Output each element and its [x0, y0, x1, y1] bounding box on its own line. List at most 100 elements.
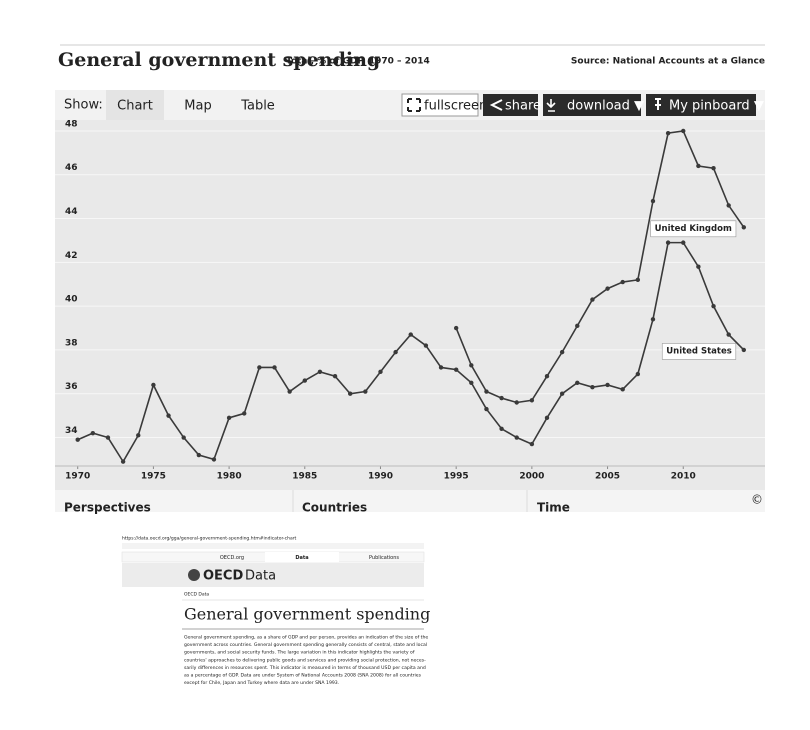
- data-point: [559, 391, 565, 396]
- data-point: [484, 406, 489, 412]
- data-point: [741, 347, 747, 353]
- button-label: share: [505, 99, 541, 114]
- series-label: United Kingdom: [655, 224, 732, 234]
- download-button[interactable]: [543, 94, 641, 116]
- logo-sub: Data: [245, 569, 276, 584]
- nav-link[interactable]: Data: [295, 555, 308, 561]
- data-point: [665, 130, 671, 136]
- data-point: [469, 380, 474, 385]
- inset-heading: General government spending: [184, 605, 430, 624]
- data-point: [696, 163, 701, 169]
- paragraph-line: as a percentage of GDP. Data are under S…: [184, 673, 422, 679]
- data-point: [469, 363, 474, 368]
- nav-link[interactable]: OECD.org: [220, 555, 244, 561]
- data-point: [650, 317, 656, 322]
- paragraph-line: countries' approaches to delivering publ…: [184, 657, 426, 663]
- data-point: [544, 415, 550, 421]
- data-point: [635, 371, 641, 377]
- share-button[interactable]: [483, 94, 538, 116]
- data-point: [105, 435, 111, 440]
- y-tick-label: 46: [65, 163, 78, 173]
- panel-bar: [55, 490, 765, 512]
- panel-title[interactable]: Countries: [302, 501, 367, 515]
- paragraph-line: sarily differences in resources spent. T…: [184, 665, 426, 671]
- logo-mark: [188, 569, 200, 581]
- nav-link[interactable]: Publications: [369, 555, 399, 561]
- data-point: [590, 384, 595, 390]
- panel-title[interactable]: Time: [537, 501, 570, 515]
- data-point: [620, 279, 625, 285]
- x-tick-label: 1985: [292, 472, 317, 482]
- data-point: [741, 225, 747, 230]
- data-point: [620, 387, 625, 392]
- data-point: [257, 365, 262, 370]
- data-point: [453, 367, 459, 372]
- data-point: [711, 303, 716, 309]
- data-point: [136, 433, 141, 438]
- panel-title[interactable]: Perspectives: [64, 501, 151, 515]
- button-label: My pinboard ▼: [669, 99, 764, 114]
- data-point: [711, 165, 716, 171]
- data-point: [726, 332, 731, 337]
- tab-active: [106, 90, 164, 120]
- data-point: [151, 382, 156, 388]
- pinboard-button[interactable]: [646, 94, 756, 116]
- data-point: [499, 426, 504, 431]
- paragraph-line: except for Chile, Japan and Turkey where…: [184, 680, 339, 686]
- data-point: [635, 277, 641, 283]
- data-point: [242, 411, 247, 416]
- x-tick-label: 1980: [217, 472, 242, 482]
- data-point: [393, 349, 398, 355]
- data-point: [696, 264, 701, 269]
- fullscreen-icon: [407, 98, 421, 112]
- series-label-box: [650, 220, 737, 238]
- y-tick-label: 38: [65, 338, 78, 348]
- tab[interactable]: Table: [240, 99, 275, 114]
- chart-background: [55, 120, 765, 490]
- share-icon: [489, 99, 503, 111]
- series-line: [455, 130, 745, 404]
- pin-icon: [655, 98, 661, 110]
- x-tick-label: 1990: [368, 472, 393, 482]
- url: https://data.oecd.org/gga/general-govern…: [122, 536, 297, 542]
- x-tick-label: 2010: [671, 472, 696, 482]
- logo: OECD: [203, 569, 243, 584]
- y-tick-label: 36: [65, 382, 78, 392]
- data-point: [453, 325, 459, 331]
- data-point: [559, 349, 565, 355]
- y-tick-label: 42: [65, 251, 78, 261]
- button-label: download ▼: [567, 99, 644, 114]
- data-point: [438, 365, 444, 370]
- data-point: [287, 389, 292, 394]
- browser-toolbar: [122, 543, 424, 549]
- data-point: [272, 365, 277, 370]
- data-point: [650, 198, 656, 204]
- data-point: [514, 435, 519, 440]
- breadcrumb: OECD Data: [184, 592, 209, 598]
- data-point: [529, 441, 535, 447]
- y-tick-label: 40: [65, 295, 78, 305]
- data-point: [514, 400, 519, 405]
- data-point: [681, 128, 686, 134]
- data-point: [378, 369, 383, 375]
- data-point: [363, 389, 368, 394]
- data-point: [196, 452, 202, 458]
- data-point: [75, 437, 80, 442]
- data-point: [423, 343, 429, 348]
- button-label: fullscreen: [424, 99, 487, 114]
- y-tick-label: 44: [65, 207, 78, 217]
- data-point: [726, 203, 731, 208]
- logo-bar: [122, 563, 424, 587]
- show-label: Show:: [64, 98, 103, 113]
- data-point: [166, 413, 171, 418]
- tab[interactable]: Map: [184, 99, 211, 114]
- x-tick-label: 1975: [141, 472, 166, 482]
- data-point: [302, 378, 307, 383]
- data-point: [484, 389, 489, 394]
- data-point: [544, 374, 550, 379]
- page-title: General government spending: [58, 49, 380, 71]
- tab[interactable]: Chart: [117, 99, 153, 114]
- data-point: [211, 457, 217, 462]
- data-point: [590, 297, 595, 302]
